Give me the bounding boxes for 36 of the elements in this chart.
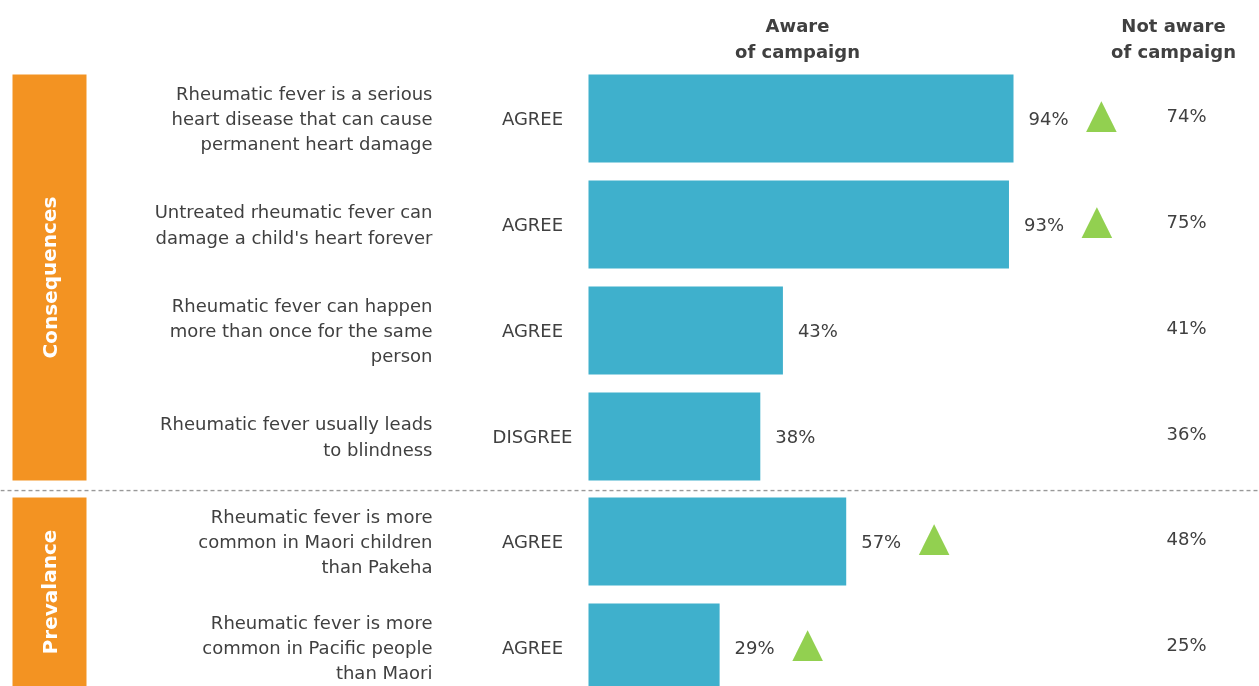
text: AGREE <box>501 108 564 129</box>
y2-axis-title: Not aware of campaign <box>1111 14 1236 63</box>
annotation: ▲ <box>918 512 950 559</box>
y-tick-label: Rheumatic fever is more common in Maori children than Pakeha <box>198 505 433 578</box>
data-label: 29% <box>734 637 775 658</box>
text: Prevalance <box>37 529 62 655</box>
annotation: ▲ <box>1086 89 1118 136</box>
y2-tick-label: 74% <box>1166 105 1207 126</box>
data-label: 94% <box>1028 108 1069 129</box>
y2-tick-label: 25% <box>1166 634 1207 655</box>
text: DISGREE <box>492 426 573 447</box>
text: AGREE <box>501 320 564 341</box>
text: AGREE <box>501 637 564 658</box>
text: AGREE <box>501 531 564 552</box>
text: Consequences <box>37 196 62 359</box>
y-tick-label: Rheumatic fever is more common in Pacific people than Maori <box>202 611 433 684</box>
y-tick-label: Untreated rheumatic fever can damage a child's heart forever <box>154 201 434 248</box>
bar <box>588 286 783 375</box>
y-tick-label: Rheumatic fever can happen more than once for the same person <box>169 294 433 367</box>
bar <box>588 180 1009 269</box>
y2-tick-label: 48% <box>1166 528 1207 549</box>
y-tick-label: Rheumatic fever usually leads to blindness <box>160 413 433 460</box>
data-label: 93% <box>1023 214 1064 235</box>
bar <box>588 392 761 481</box>
y2-tick-label: 36% <box>1166 423 1207 444</box>
annotation: ▲ <box>792 618 824 665</box>
y2-tick-label: 41% <box>1166 317 1207 338</box>
text: AGREE <box>501 214 564 235</box>
series-label: Aware of campaign <box>735 14 860 63</box>
data-label: 57% <box>861 531 902 552</box>
y-tick-label: Rheumatic fever is a serious heart disease that can cause permanent heart damage <box>171 82 433 155</box>
data-label: 38% <box>775 426 816 447</box>
bar <box>588 74 1014 163</box>
data-label: 43% <box>797 320 838 341</box>
y2-tick-label: 75% <box>1166 211 1207 232</box>
annotation: ▲ <box>1081 195 1113 242</box>
